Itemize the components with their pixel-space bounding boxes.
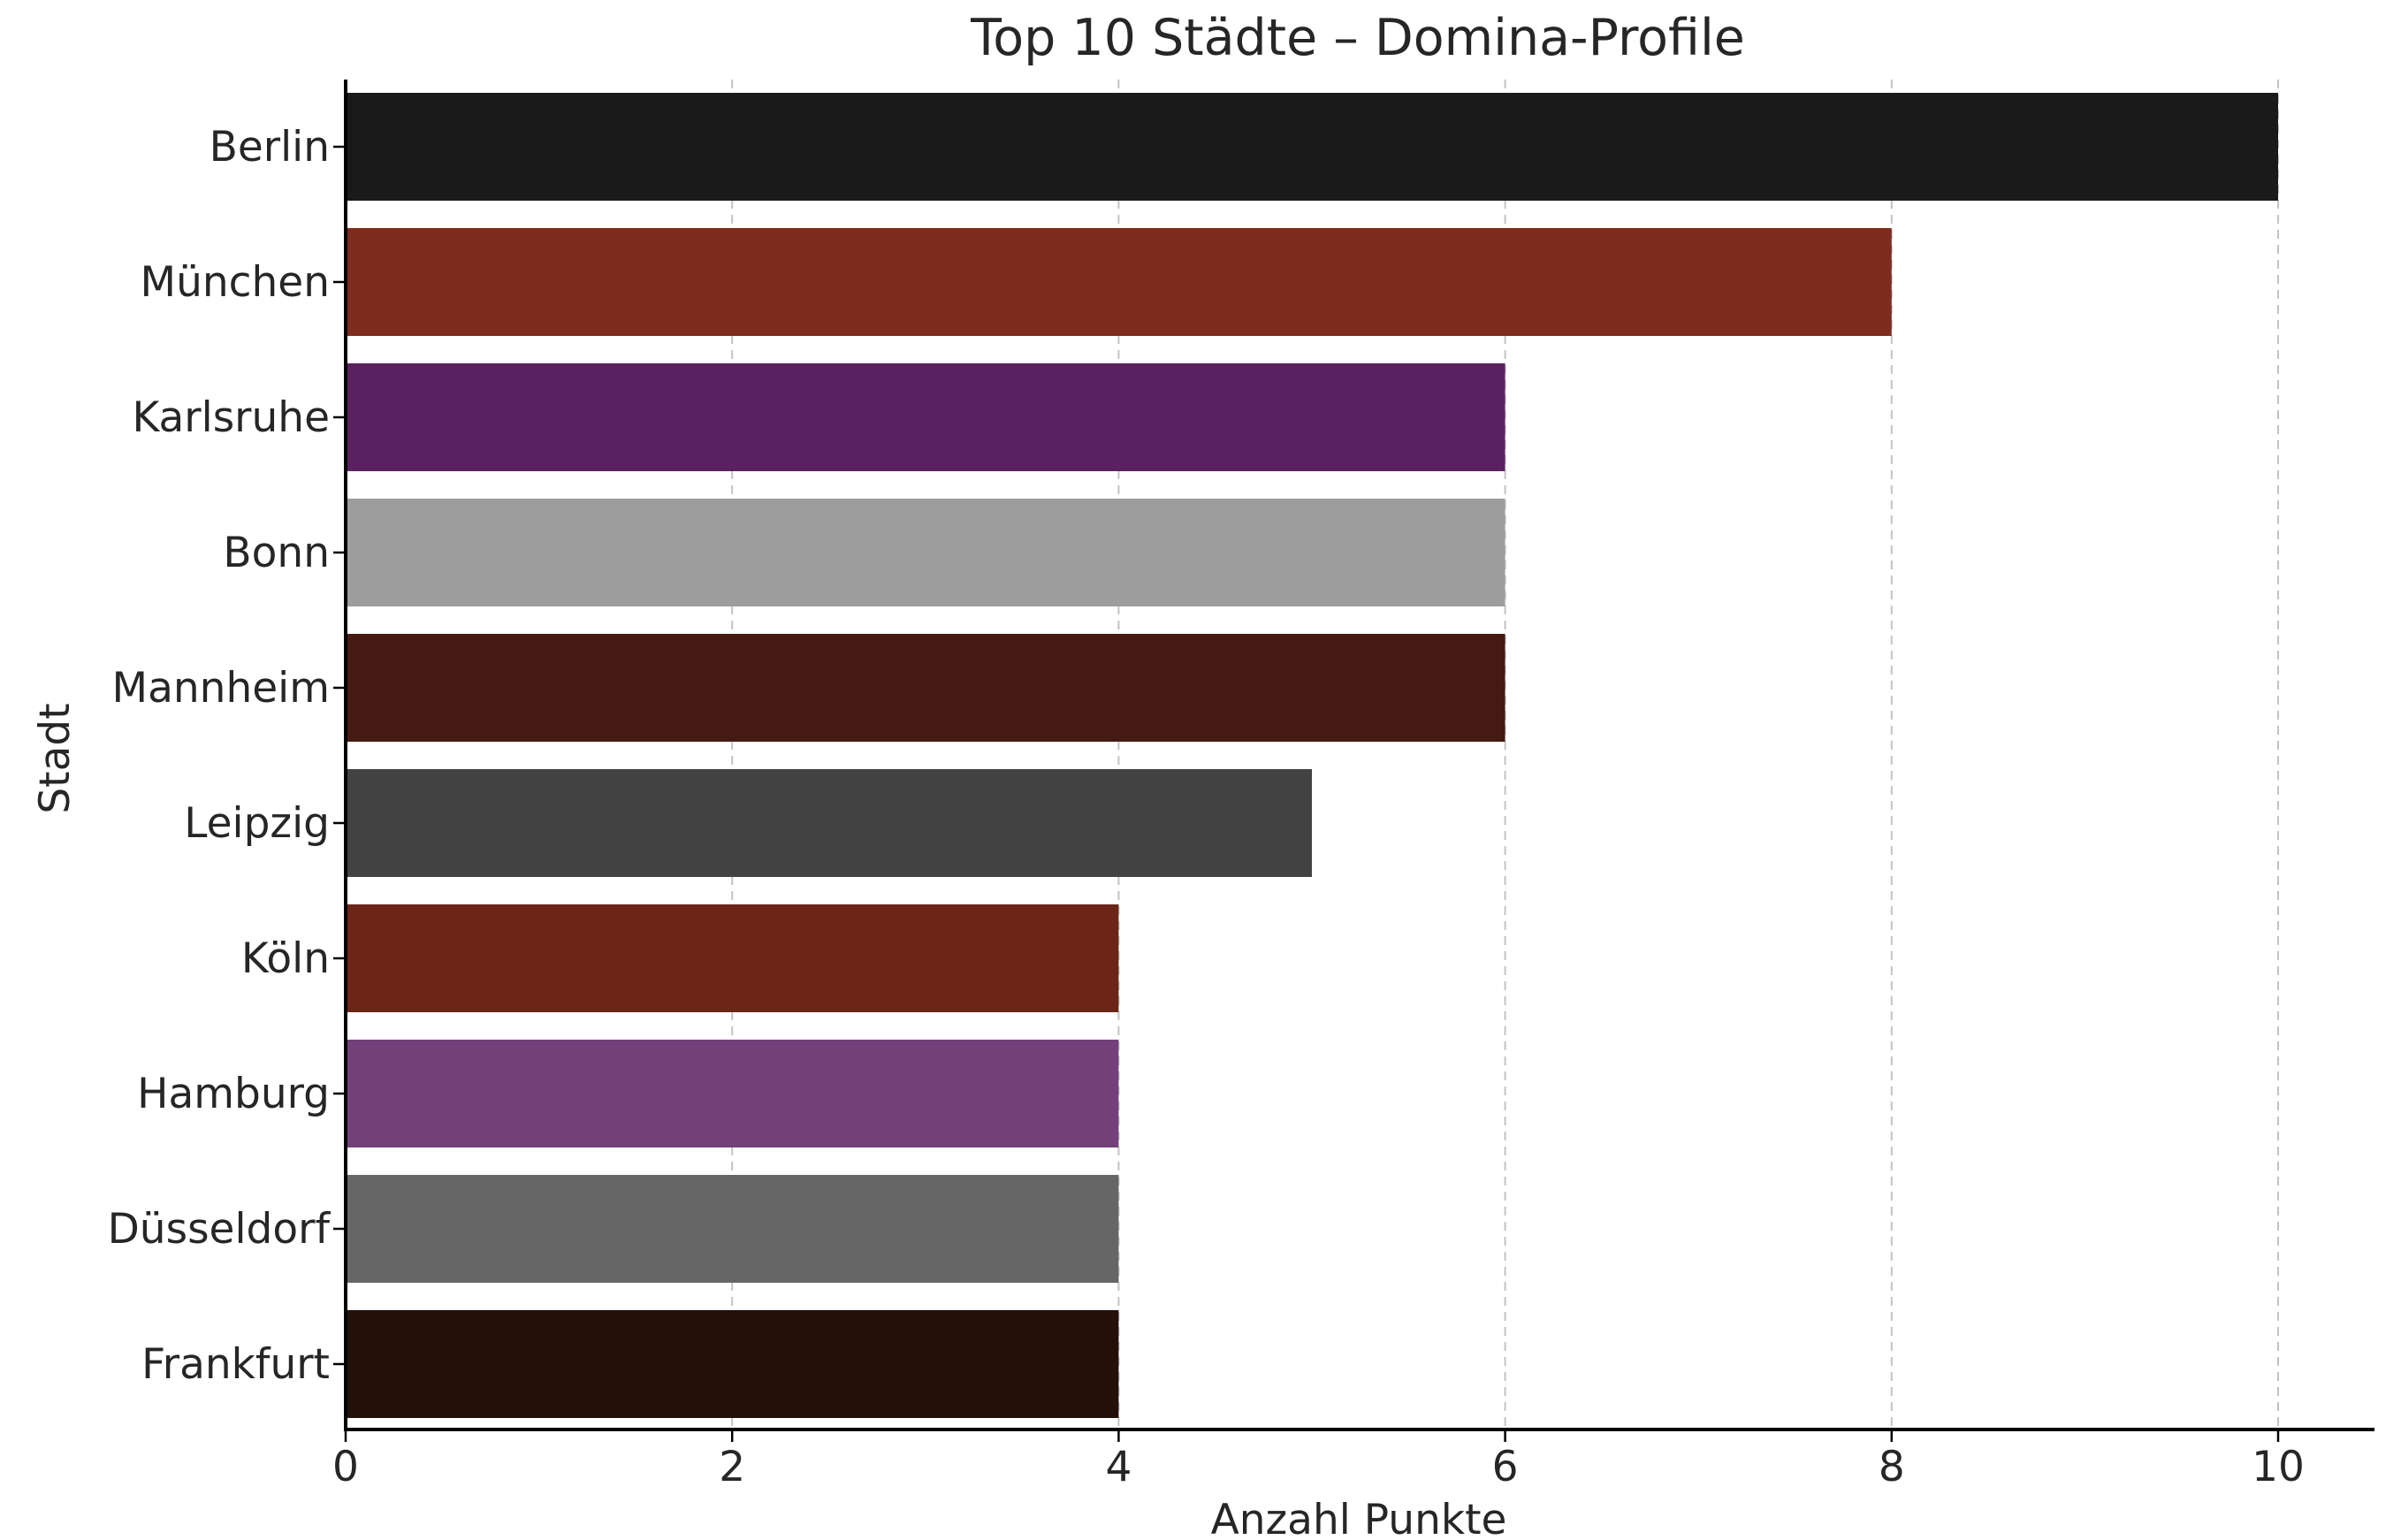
bar-hamburg	[346, 1040, 1119, 1147]
bar-berlin	[346, 93, 2278, 201]
y-tick-label: Bonn	[223, 529, 330, 577]
bars	[346, 93, 2278, 1418]
bar-köln	[346, 904, 1119, 1012]
chart-title: Top 10 Städte – Domina-Profile	[970, 9, 1745, 67]
bar-münchen	[346, 228, 1892, 336]
x-tick-label: 8	[1879, 1443, 1905, 1491]
bar-frankfurt	[346, 1310, 1119, 1418]
x-tick-label: 2	[719, 1443, 745, 1491]
bar-mannheim	[346, 634, 1505, 742]
bar-leipzig	[346, 769, 1312, 877]
y-tick-label: Leipzig	[184, 799, 330, 848]
y-tick-label: Düsseldorf	[108, 1205, 332, 1254]
axes	[344, 80, 2374, 1431]
y-tick-label: Berlin	[210, 123, 330, 172]
y-tick-label: Karlsruhe	[133, 393, 330, 442]
x-ticks: 0 2 4 6 8 10	[332, 1429, 2305, 1491]
y-tick-label: Köln	[241, 934, 330, 983]
y-tick-label: München	[141, 258, 330, 307]
bar-düsseldorf	[346, 1175, 1119, 1283]
y-ticks: Berlin München Karlsruhe Bonn Mannheim Leipzi…	[108, 123, 346, 1389]
y-tick-label: Frankfurt	[141, 1340, 330, 1389]
x-tick-label: 10	[2252, 1443, 2305, 1491]
x-axis-label: Anzahl Punkte	[1211, 1496, 1507, 1540]
x-tick-label: 4	[1105, 1443, 1132, 1491]
bar-karlsruhe	[346, 363, 1505, 471]
x-tick-label: 0	[332, 1443, 359, 1491]
y-tick-label: Hamburg	[137, 1070, 330, 1118]
bar-bonn	[346, 499, 1505, 606]
y-axis-label: Stadt	[31, 703, 80, 813]
y-tick-label: Mannheim	[112, 664, 330, 713]
x-tick-label: 6	[1492, 1443, 1519, 1491]
